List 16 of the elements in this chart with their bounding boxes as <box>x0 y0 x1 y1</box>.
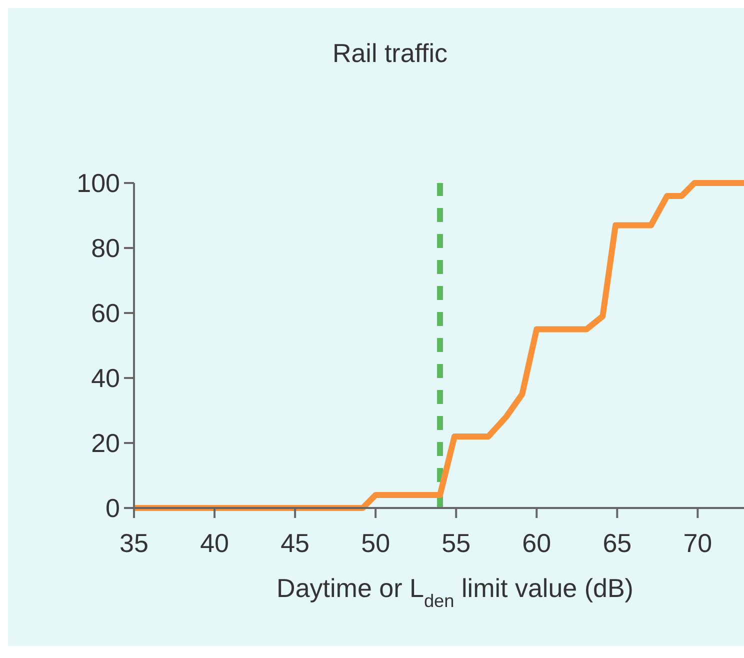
x-tick-label: 40 <box>200 528 229 558</box>
y-tick-label: 100 <box>76 168 120 198</box>
y-tick-label: 80 <box>91 233 120 263</box>
y-tick-label: 40 <box>91 363 120 393</box>
x-tick-label: 50 <box>361 528 390 558</box>
x-tick-label: 60 <box>522 528 552 558</box>
x-tick-label: 65 <box>602 528 632 558</box>
y-tick-label: 20 <box>91 428 120 458</box>
x-tick-label: 55 <box>442 528 471 558</box>
x-tick-label: 35 <box>120 528 148 558</box>
chart-title: Rail traffic <box>332 38 448 68</box>
x-tick-label: 45 <box>280 528 310 558</box>
y-tick-label: 0 <box>106 493 120 523</box>
x-tick-label: 70 <box>683 528 712 558</box>
x-axis-title: Daytime or L$_{den}$ limit value (dB) <box>276 573 634 611</box>
y-tick-label: 60 <box>91 298 120 328</box>
